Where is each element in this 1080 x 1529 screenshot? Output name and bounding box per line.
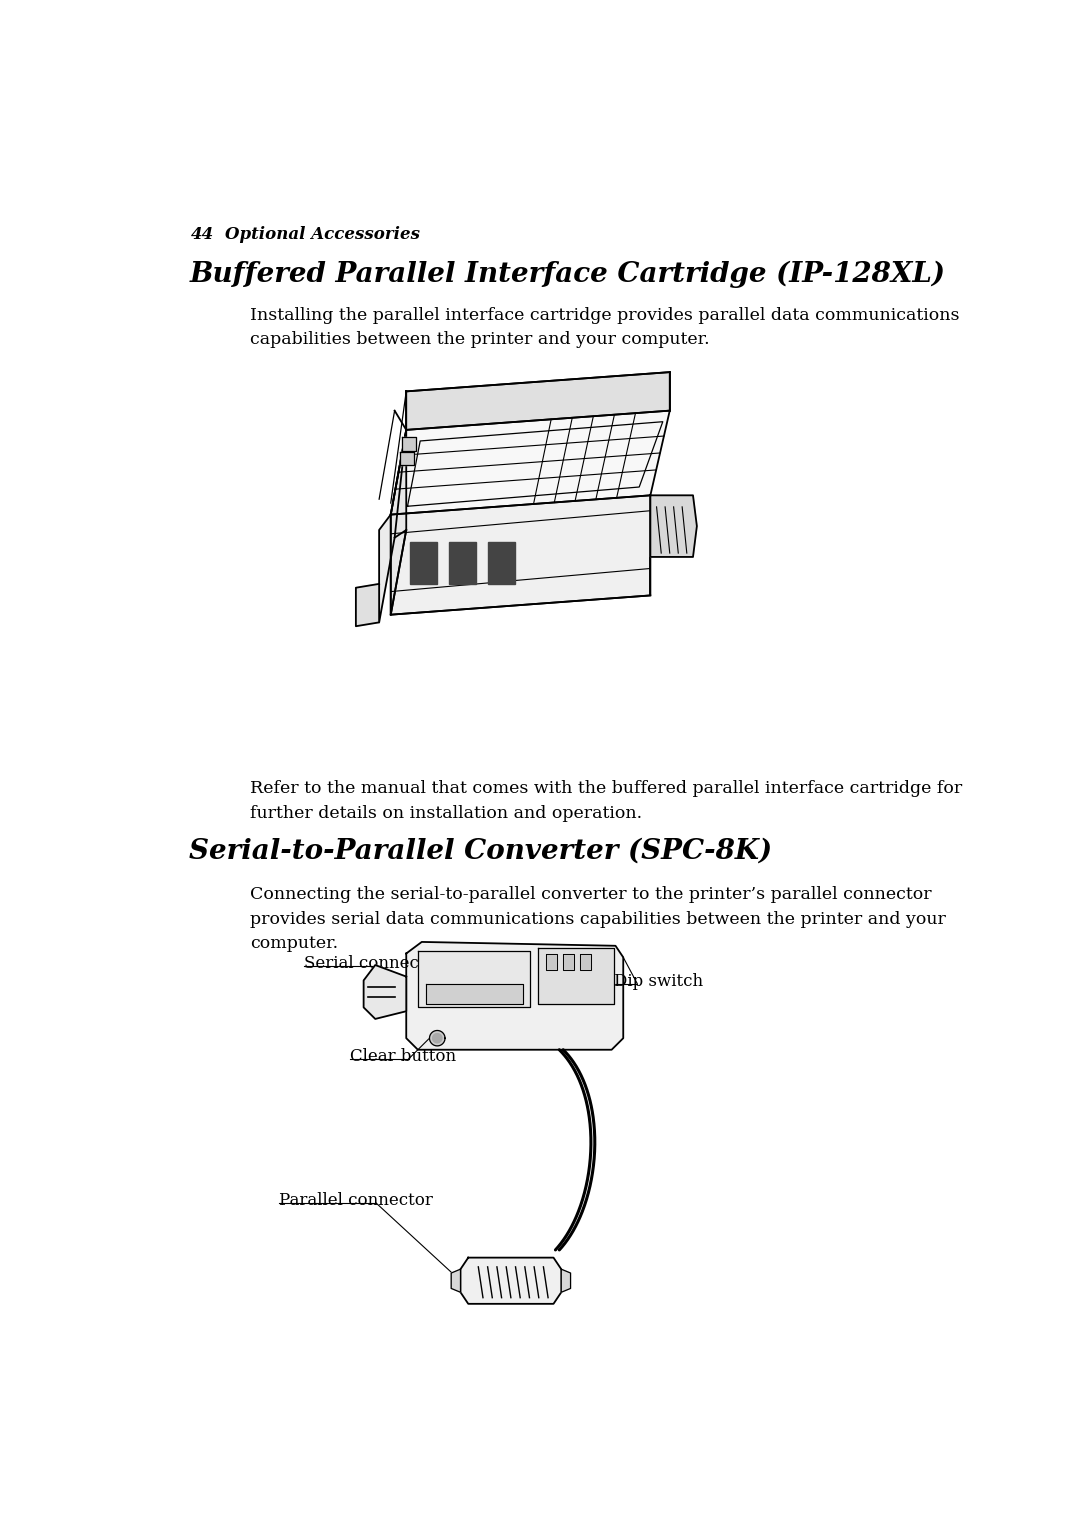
Polygon shape bbox=[403, 437, 416, 451]
Text: Buffered Parallel Interface Cartridge (IP-128XL): Buffered Parallel Interface Cartridge (I… bbox=[189, 260, 945, 287]
Polygon shape bbox=[545, 954, 556, 969]
Polygon shape bbox=[563, 954, 573, 969]
Polygon shape bbox=[460, 1258, 562, 1304]
Polygon shape bbox=[391, 411, 670, 515]
Polygon shape bbox=[538, 948, 613, 1003]
Polygon shape bbox=[410, 541, 437, 584]
Text: Optional Accessories: Optional Accessories bbox=[225, 226, 420, 243]
Polygon shape bbox=[451, 1269, 460, 1292]
Polygon shape bbox=[406, 942, 623, 1050]
Polygon shape bbox=[418, 951, 530, 1008]
Polygon shape bbox=[650, 495, 697, 557]
Polygon shape bbox=[426, 985, 523, 1003]
Text: Serial-to-Parallel Converter (SPC-8K): Serial-to-Parallel Converter (SPC-8K) bbox=[189, 838, 772, 865]
Polygon shape bbox=[488, 541, 515, 584]
Text: Connecting the serial-to-parallel converter to the printer’s parallel connector
: Connecting the serial-to-parallel conver… bbox=[249, 885, 946, 953]
Polygon shape bbox=[580, 954, 591, 969]
Polygon shape bbox=[562, 1269, 570, 1292]
Text: Serial connector: Serial connector bbox=[303, 956, 444, 972]
Text: Installing the parallel interface cartridge provides parallel data communication: Installing the parallel interface cartri… bbox=[249, 307, 959, 349]
Text: Parallel connector: Parallel connector bbox=[279, 1193, 433, 1209]
Polygon shape bbox=[391, 495, 650, 615]
Polygon shape bbox=[406, 372, 670, 430]
Polygon shape bbox=[391, 430, 406, 615]
Polygon shape bbox=[356, 584, 379, 627]
Text: Refer to the manual that comes with the buffered parallel interface cartridge fo: Refer to the manual that comes with the … bbox=[249, 780, 962, 823]
Polygon shape bbox=[364, 965, 406, 1018]
Text: Dip switch: Dip switch bbox=[613, 972, 703, 989]
Polygon shape bbox=[430, 1031, 445, 1046]
Polygon shape bbox=[433, 1034, 442, 1043]
Text: 44: 44 bbox=[191, 226, 214, 243]
Polygon shape bbox=[379, 430, 406, 622]
Polygon shape bbox=[449, 541, 476, 584]
Polygon shape bbox=[400, 451, 414, 465]
Text: Clear button: Clear button bbox=[350, 1049, 457, 1066]
